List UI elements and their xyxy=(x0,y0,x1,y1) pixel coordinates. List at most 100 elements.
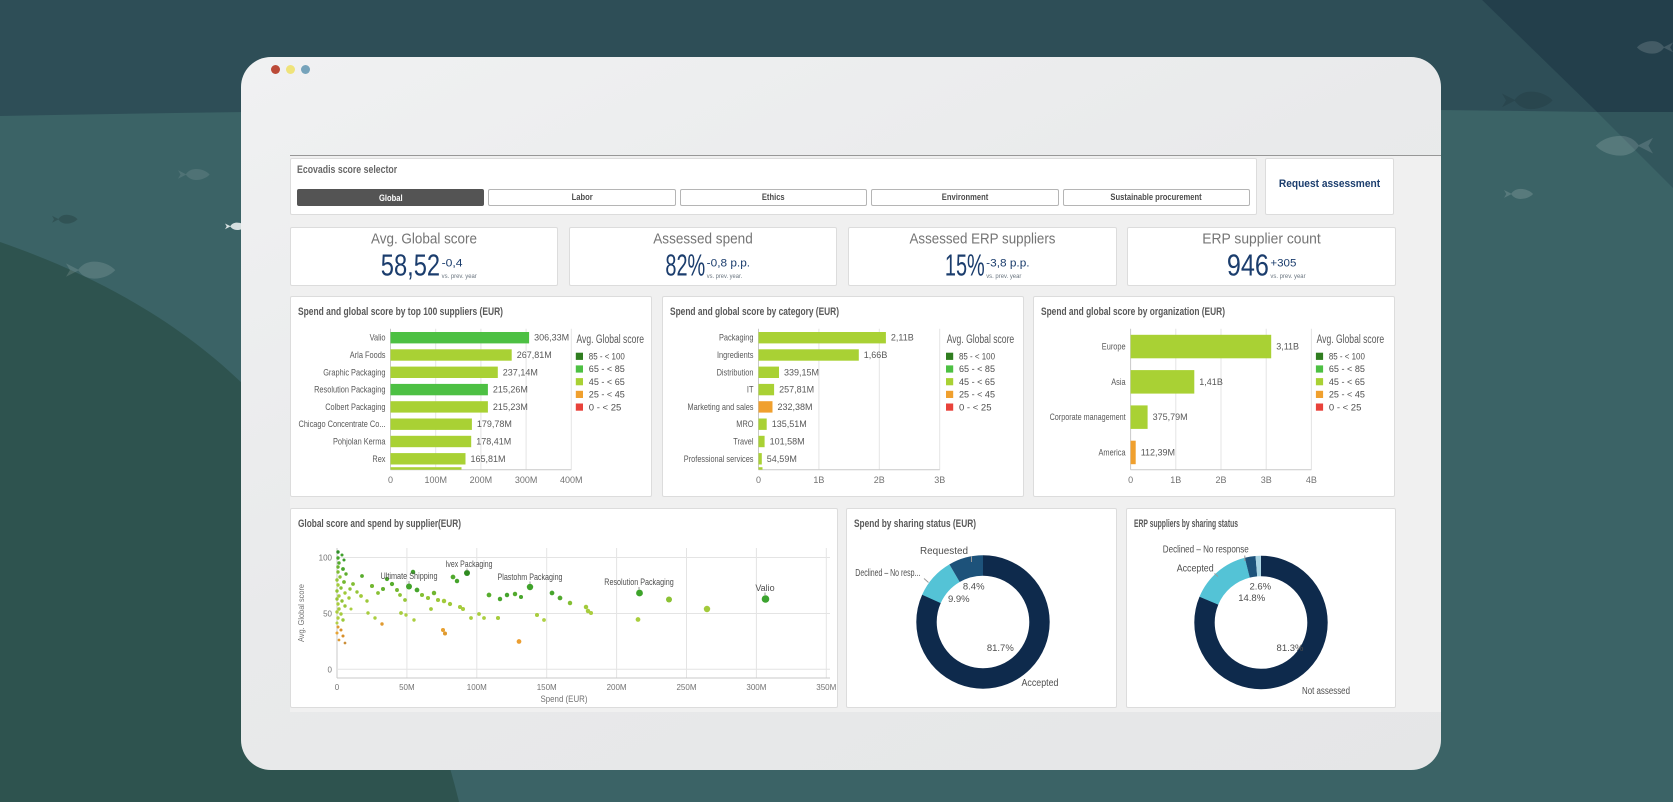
svg-text:300M: 300M xyxy=(515,475,538,485)
svg-text:45 - < 65: 45 - < 65 xyxy=(589,377,625,388)
svg-text:Accepted: Accepted xyxy=(1022,678,1059,689)
svg-text:America: America xyxy=(1099,447,1126,457)
svg-text:Colbert Packaging: Colbert Packaging xyxy=(325,402,385,412)
svg-text:375,79M: 375,79M xyxy=(1153,412,1188,422)
svg-text:65 - < 85: 65 - < 85 xyxy=(589,364,625,375)
svg-text:3B: 3B xyxy=(1261,475,1272,485)
svg-text:Avg. Global score: Avg. Global score xyxy=(577,334,645,346)
svg-text:Europe: Europe xyxy=(1102,342,1126,352)
svg-text:1,41B: 1,41B xyxy=(1199,377,1223,387)
svg-text:2,11B: 2,11B xyxy=(891,333,914,343)
svg-text:165,81M: 165,81M xyxy=(471,454,506,464)
svg-text:Ultimate Shipping: Ultimate Shipping xyxy=(381,571,438,581)
svg-text:250M: 250M xyxy=(676,683,696,692)
svg-text:Avg. Global score: Avg. Global score xyxy=(1317,334,1385,346)
svg-text:4B: 4B xyxy=(1306,475,1317,485)
svg-text:100: 100 xyxy=(319,554,333,563)
svg-text:Distribution: Distribution xyxy=(717,367,754,377)
svg-text:0 - < 25: 0 - < 25 xyxy=(589,402,621,413)
svg-text:946: 946 xyxy=(1227,249,1269,283)
svg-text:0: 0 xyxy=(756,475,761,485)
svg-text:9.9%: 9.9% xyxy=(948,594,970,605)
svg-text:Assessed ERP suppliers: Assessed ERP suppliers xyxy=(910,232,1056,248)
svg-text:Chicago Concentrate Co...: Chicago Concentrate Co... xyxy=(299,419,386,429)
svg-text:Accepted: Accepted xyxy=(1177,564,1214,575)
svg-text:IT: IT xyxy=(747,385,754,395)
svg-text:-0,4: -0,4 xyxy=(442,258,463,270)
svg-text:179,78M: 179,78M xyxy=(477,419,512,429)
svg-text:Ivex Packaging: Ivex Packaging xyxy=(446,559,493,569)
svg-text:0 - < 25: 0 - < 25 xyxy=(959,402,991,413)
svg-text:2B: 2B xyxy=(1215,475,1226,485)
svg-text:85 - < 100: 85 - < 100 xyxy=(959,352,995,363)
svg-text:300M: 300M xyxy=(746,683,766,692)
svg-text:339,15M: 339,15M xyxy=(784,367,819,377)
svg-text:200M: 200M xyxy=(607,683,627,692)
svg-text:2.6%: 2.6% xyxy=(1249,582,1271,593)
svg-text:50: 50 xyxy=(323,610,332,619)
svg-text:45 - < 65: 45 - < 65 xyxy=(1329,377,1365,388)
svg-text:1B: 1B xyxy=(1170,475,1181,485)
svg-text:Avg. Global score: Avg. Global score xyxy=(297,583,306,642)
svg-text:MRO: MRO xyxy=(736,419,753,429)
svg-text:Spend and global score by top: Spend and global score by top 100 suppli… xyxy=(298,306,503,318)
svg-text:0 - < 25: 0 - < 25 xyxy=(1329,402,1361,413)
svg-text:257,81M: 257,81M xyxy=(779,385,814,395)
svg-text:Requested: Requested xyxy=(920,546,968,557)
svg-text:Spend and global score by orga: Spend and global score by organization (… xyxy=(1041,306,1225,318)
svg-text:2B: 2B xyxy=(874,475,885,485)
svg-text:50M: 50M xyxy=(399,683,415,692)
svg-text:Ingredients: Ingredients xyxy=(717,350,754,360)
svg-text:85 - < 100: 85 - < 100 xyxy=(589,352,625,363)
svg-text:45 - < 65: 45 - < 65 xyxy=(959,377,995,388)
svg-text:0: 0 xyxy=(1128,475,1133,485)
svg-text:215,26M: 215,26M xyxy=(493,385,528,395)
svg-text:Plastohm Packaging: Plastohm Packaging xyxy=(498,572,563,582)
svg-text:Avg. Global score: Avg. Global score xyxy=(947,334,1015,346)
svg-text:112,39M: 112,39M xyxy=(1141,447,1175,457)
svg-text:Travel: Travel xyxy=(733,437,753,447)
svg-text:178,41M: 178,41M xyxy=(476,437,511,447)
svg-text:54,59M: 54,59M xyxy=(767,454,797,464)
svg-text:267,81M: 267,81M xyxy=(517,350,552,360)
svg-text:vs. prev. year.: vs. prev. year. xyxy=(707,273,743,280)
svg-text:100M: 100M xyxy=(467,683,487,692)
svg-text:Resolution Packaging: Resolution Packaging xyxy=(604,577,673,587)
svg-text:Spend and global score by cate: Spend and global score by category (EUR) xyxy=(670,306,839,318)
svg-text:25 - < 45: 25 - < 45 xyxy=(589,390,625,401)
svg-text:100M: 100M xyxy=(424,475,447,485)
svg-text:1B: 1B xyxy=(813,475,824,485)
svg-text:Valio: Valio xyxy=(755,583,774,593)
svg-text:65 - < 85: 65 - < 85 xyxy=(1329,364,1365,375)
svg-text:237,14M: 237,14M xyxy=(503,367,538,377)
svg-text:0: 0 xyxy=(328,665,333,674)
svg-text:vs. prev. year: vs. prev. year xyxy=(1270,273,1306,280)
svg-text:135,51M: 135,51M xyxy=(772,419,807,429)
svg-text:85 - < 100: 85 - < 100 xyxy=(1329,352,1365,363)
svg-text:101,58M: 101,58M xyxy=(770,437,805,447)
svg-text:ERP supplier count: ERP supplier count xyxy=(1202,232,1321,248)
svg-text:Graphic Packaging: Graphic Packaging xyxy=(323,367,385,377)
svg-text:Resolution Packaging: Resolution Packaging xyxy=(314,385,385,395)
svg-text:Rex: Rex xyxy=(372,454,386,464)
svg-text:Assessed spend: Assessed spend xyxy=(653,232,753,248)
svg-text:14.8%: 14.8% xyxy=(1238,593,1265,604)
svg-text:vs. prev. year: vs. prev. year xyxy=(986,273,1022,280)
svg-text:Declined – No resp...: Declined – No resp... xyxy=(855,568,920,579)
svg-text:232,38M: 232,38M xyxy=(778,402,813,412)
svg-text:15%: 15% xyxy=(945,249,985,283)
svg-text:0: 0 xyxy=(335,683,340,692)
svg-text:25 - < 45: 25 - < 45 xyxy=(959,390,995,401)
svg-text:81.3%: 81.3% xyxy=(1277,643,1304,654)
svg-text:Pohjolan Kerma: Pohjolan Kerma xyxy=(333,437,386,447)
svg-text:215,23M: 215,23M xyxy=(493,402,528,412)
svg-text:ERP suppliers by sharing statu: ERP suppliers by sharing status xyxy=(1134,518,1238,530)
svg-text:+305: +305 xyxy=(1270,258,1296,270)
svg-text:Global score and spend by supp: Global score and spend by supplier(EUR) xyxy=(298,518,461,530)
svg-text:306,33M: 306,33M xyxy=(534,333,569,343)
svg-text:58,52: 58,52 xyxy=(381,249,440,283)
svg-text:Corporate management: Corporate management xyxy=(1050,412,1126,422)
svg-text:3B: 3B xyxy=(934,475,945,485)
svg-text:Spend (EUR): Spend (EUR) xyxy=(541,694,588,704)
svg-text:81.7%: 81.7% xyxy=(987,643,1014,654)
